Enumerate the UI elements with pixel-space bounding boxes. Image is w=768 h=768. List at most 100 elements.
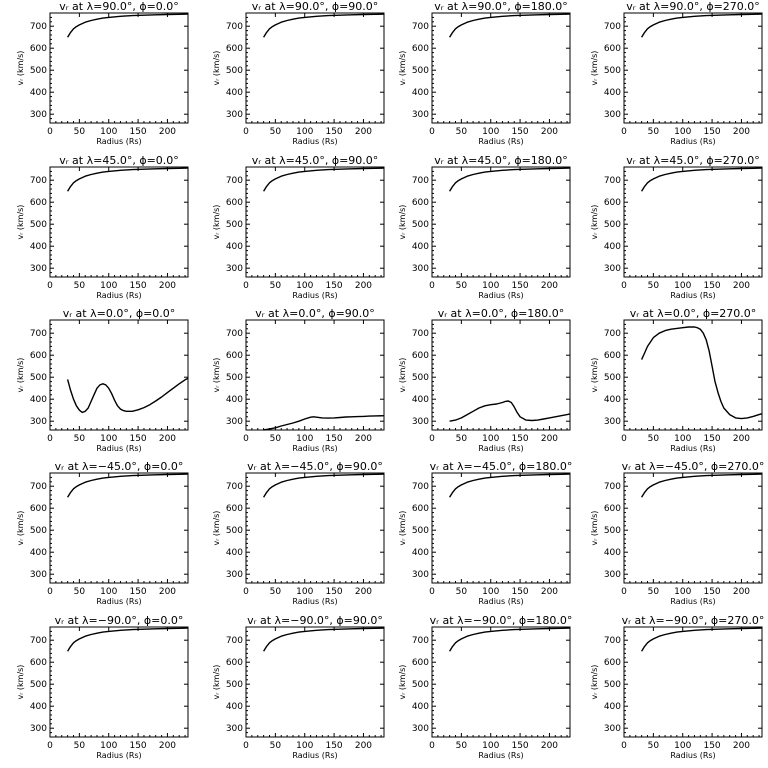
x-tick-label: 150: [511, 587, 528, 597]
subplot-19: vᵣ at λ=−90.0°, ϕ=180.0° 0 50 100 150 200 300 4…: [398, 614, 572, 760]
subplot-9: vᵣ at λ=0.0°, ϕ=0.0° 0 50 100 150 200 300 400 50…: [16, 307, 189, 453]
x-tick-label: 100: [296, 741, 313, 751]
plot-frame: [431, 626, 571, 738]
x-axis-label: Radius (Rs): [96, 597, 141, 606]
y-tick-label: 400: [30, 702, 47, 712]
subplot-17: vᵣ at λ=−90.0°, ϕ=0.0° 0 50 100 150 200 300 400…: [16, 614, 189, 760]
x-tick-label: 50: [456, 127, 468, 137]
x-tick-label: 100: [100, 127, 117, 137]
plot-frame: [245, 319, 385, 431]
x-tick-label: 150: [511, 281, 528, 291]
y-tick-label: 600: [226, 44, 243, 54]
x-tick-label: 150: [129, 281, 146, 291]
subplot-title: vᵣ at λ=−90.0°, ϕ=0.0°: [55, 614, 184, 627]
y-tick-label: 300: [604, 264, 621, 274]
y-axis-label: vᵣ (km/s): [398, 205, 407, 240]
y-axis-label: vᵣ (km/s): [16, 665, 25, 700]
y-tick-label: 500: [604, 373, 621, 383]
x-axis-label: Radius (Rs): [670, 751, 715, 760]
y-tick-label: 300: [604, 570, 621, 580]
x-axis-label: Radius (Rs): [478, 751, 523, 760]
x-tick-label: 100: [296, 281, 313, 291]
x-tick-label: 100: [482, 741, 499, 751]
x-tick-label: 50: [270, 587, 282, 597]
x-tick-label: 50: [74, 127, 86, 137]
x-tick-label: 150: [511, 741, 528, 751]
x-tick-label: 50: [456, 741, 468, 751]
x-tick-label: 200: [733, 741, 750, 751]
subplot-title: vᵣ at λ=45.0°, ϕ=90.0°: [252, 154, 379, 167]
y-tick-label: 500: [30, 220, 47, 230]
y-tick-label: 400: [412, 88, 429, 98]
velocity-line: [449, 400, 571, 422]
plot-frame: [623, 626, 763, 738]
velocity-line: [641, 13, 763, 38]
x-axis-label: Radius (Rs): [670, 291, 715, 300]
y-tick-label: 500: [604, 66, 621, 76]
y-tick-label: 700: [30, 22, 47, 32]
x-tick-label: 200: [159, 587, 176, 597]
x-tick-label: 0: [47, 741, 53, 751]
x-tick-label: 100: [482, 281, 499, 291]
y-tick-label: 400: [30, 395, 47, 405]
x-tick-label: 50: [456, 587, 468, 597]
y-axis-label: vᵣ (km/s): [212, 51, 221, 86]
x-tick-label: 150: [325, 127, 342, 137]
y-tick-label: 700: [226, 482, 243, 492]
y-tick-label: 500: [30, 66, 47, 76]
subplot-16: vᵣ at λ=−45.0°, ϕ=270.0° 0 50 100 150 200 300 4…: [590, 460, 764, 606]
x-tick-label: 150: [703, 434, 720, 444]
y-tick-label: 300: [604, 110, 621, 120]
y-tick-label: 400: [226, 395, 243, 405]
subplot-title: vᵣ at λ=−90.0°, ϕ=270.0°: [622, 614, 765, 627]
subplot-title: vᵣ at λ=0.0°, ϕ=270.0°: [630, 307, 757, 320]
x-tick-label: 50: [74, 587, 86, 597]
plot-frame: [245, 12, 385, 124]
subplot-title: vᵣ at λ=45.0°, ϕ=270.0°: [626, 154, 760, 167]
y-tick-label: 700: [412, 636, 429, 646]
x-tick-label: 0: [621, 741, 627, 751]
x-tick-label: 200: [159, 281, 176, 291]
x-tick-label: 150: [703, 281, 720, 291]
y-tick-label: 300: [226, 110, 243, 120]
plot-frame: [431, 166, 571, 278]
x-tick-label: 200: [733, 434, 750, 444]
x-tick-label: 150: [325, 281, 342, 291]
x-tick-label: 0: [243, 434, 249, 444]
x-tick-label: 50: [74, 434, 86, 444]
y-tick-label: 500: [604, 220, 621, 230]
y-tick-label: 600: [412, 351, 429, 361]
y-axis-label: vᵣ (km/s): [590, 51, 599, 86]
y-tick-label: 600: [412, 504, 429, 514]
x-tick-label: 150: [325, 434, 342, 444]
x-tick-label: 100: [100, 281, 117, 291]
x-tick-label: 50: [456, 434, 468, 444]
y-tick-label: 600: [412, 658, 429, 668]
y-tick-label: 500: [226, 220, 243, 230]
x-tick-label: 150: [129, 127, 146, 137]
y-tick-label: 700: [30, 176, 47, 186]
subplot-title: vᵣ at λ=−90.0°, ϕ=180.0°: [430, 614, 573, 627]
y-tick-label: 600: [604, 198, 621, 208]
y-tick-label: 500: [412, 373, 429, 383]
x-axis-label: Radius (Rs): [96, 444, 141, 453]
y-tick-label: 400: [226, 88, 243, 98]
subplot-title: vᵣ at λ=−45.0°, ϕ=180.0°: [430, 460, 573, 473]
x-tick-label: 200: [733, 281, 750, 291]
y-tick-label: 600: [30, 351, 47, 361]
x-tick-label: 50: [74, 741, 86, 751]
y-tick-label: 700: [604, 636, 621, 646]
y-tick-label: 700: [604, 176, 621, 186]
y-tick-label: 300: [30, 110, 47, 120]
y-tick-label: 500: [604, 526, 621, 536]
velocity-line: [263, 13, 385, 38]
x-axis-label: Radius (Rs): [478, 137, 523, 146]
velocity-line: [449, 13, 571, 38]
x-tick-label: 150: [511, 127, 528, 137]
y-tick-label: 500: [30, 373, 47, 383]
plot-frame: [431, 319, 571, 431]
y-axis-label: vᵣ (km/s): [212, 205, 221, 240]
velocity-line: [67, 167, 189, 192]
x-tick-label: 100: [482, 127, 499, 137]
plot-frame: [245, 166, 385, 278]
